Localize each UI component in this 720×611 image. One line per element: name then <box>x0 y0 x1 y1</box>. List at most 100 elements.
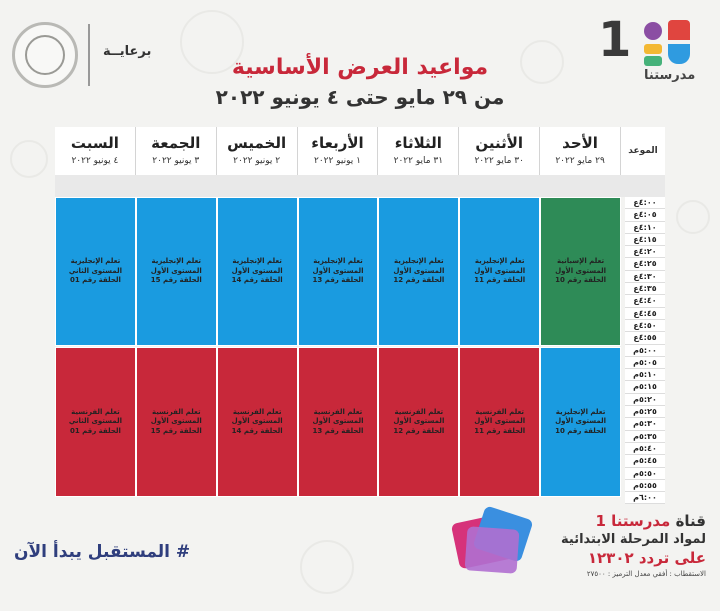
program-text-line: تعلم الإنجليزية <box>555 407 606 416</box>
brand-shape-purple <box>644 22 662 40</box>
day-date: ١ يونيو ٢٠٢٢ <box>314 156 361 166</box>
time-slot: ٤:١٠ع <box>625 221 665 234</box>
header-divider <box>88 24 90 86</box>
time-slot: ٤:٥٥ع <box>625 332 665 345</box>
day-header: الأثنين ٣٠ مايو ٢٠٢٢ <box>459 127 541 175</box>
folder-illustration-purple <box>464 526 520 574</box>
program-text-line: تعلم الإنجليزية <box>70 257 121 266</box>
day-date: ٢ يونيو ٢٠٢٢ <box>233 156 281 166</box>
program-text-line: الحلقة رقم 01 <box>69 426 121 435</box>
program-block: تعلم الإنجليزية المستوى الأول الحلقة رقم 1… <box>216 197 298 346</box>
program-block: تعلم الإنجليزية المستوى الأول الحلقة رقم 1… <box>297 197 379 346</box>
program-text-line: الحلقة رقم 01 <box>69 276 121 285</box>
day-name: الأحد <box>562 134 598 152</box>
program-text-line: تعلم الإنجليزية <box>394 257 444 266</box>
time-slot: ٥:١٥م <box>625 381 665 394</box>
page-title: مواعيد العرض الأساسية <box>231 55 489 80</box>
program-text-line: الحلقة رقم 11 <box>474 276 526 285</box>
program-text-line: الحلقة رقم 15 <box>150 426 202 435</box>
channel-prefix: قناة <box>675 512 706 530</box>
brand-number: 1 <box>598 12 632 68</box>
time-slot: ٤:٢٠ع <box>625 246 665 259</box>
header-spacer-row <box>55 175 665 197</box>
program-text-line: المستوى الثاني <box>68 266 123 275</box>
program-block: تعلم الإسبانية المستوى الأول الحلقة رقم 10 <box>540 197 621 346</box>
time-slot: ٥:٥٠م <box>625 467 665 480</box>
program-text-line: المستوى الأول <box>312 417 364 426</box>
program-block: تعلم الإنجليزية المستوى الأول الحلقة رقم 1… <box>378 197 460 346</box>
program-text-line: تعلم الإسبانية <box>557 257 605 266</box>
program-block: تعلم الإنجليزية المستوى الأول الحلقة رقم 1… <box>540 347 621 497</box>
brand-shape-blue <box>668 44 690 64</box>
time-column: ٤:٠٠ع ٤:٠٥ع ٤:١٠ع ٤:١٥ع ٤:٢٠ع ٤:٢٥ع ٤:٣٠ع ٤:٣٥ع… <box>625 197 665 505</box>
sponsor-label: برعايــة <box>103 44 152 59</box>
time-slot: ٤:٣٥ع <box>625 283 665 296</box>
program-block: تعلم الفرنسية المستوى الأول الحلقة رقم 11 <box>459 347 541 497</box>
day-date: ٣١ مايو ٢٠٢٢ <box>393 156 444 166</box>
program-text-line: تعلم الإنجليزية <box>313 257 363 266</box>
brand-shape-red <box>668 20 690 40</box>
channel-encoding-info: الاستقطاب : أفقي معدل الترميز : ٢٧٥٠٠ <box>586 570 706 578</box>
program-text-line: المستوى الأول <box>474 266 526 275</box>
day-header: الجمعة ٣ يونيو ٢٠٢٢ <box>135 127 217 175</box>
day-date: ٣ يونيو ٢٠٢٢ <box>152 156 200 166</box>
brand-shape-green <box>644 56 662 66</box>
day-date: ٤ يونيو ٢٠٢٢ <box>71 156 119 166</box>
time-slot: ٤:٥٠ع <box>625 319 665 333</box>
schedule-table: الموعد الأحد ٢٩ مايو ٢٠٢٢ الأثنين ٣٠ مايو ٢… <box>55 127 665 505</box>
program-block: تعلم الإنجليزية المستوى الأول الحلقة رقم 1… <box>135 197 217 346</box>
time-slot: ٥:٢٠م <box>625 393 665 407</box>
program-text-line: تعلم الفرنسية <box>232 407 282 416</box>
day-name: الأربعاء <box>311 134 364 152</box>
day-header: الأحد ٢٩ مايو ٢٠٢٢ <box>540 127 621 175</box>
channel-subject-line: لمواد المرحلة الابتدائية <box>561 532 706 547</box>
madrastna-brand-logo: 1 مدرستنا <box>596 12 706 88</box>
hashtag-slogan: # المستقبل يبدأ الآن <box>14 542 191 562</box>
day-date: ٣٠ مايو ٢٠٢٢ <box>474 156 524 166</box>
time-slot: ٥:٤٠م <box>625 442 665 456</box>
program-text-line: المستوى الأول <box>555 417 607 426</box>
time-slot: ٤:١٥ع <box>625 233 665 247</box>
day-name: الخميس <box>227 134 287 152</box>
program-text-line: الحلقة رقم 15 <box>150 276 202 285</box>
time-slot: ٤:٠٥ع <box>625 209 665 222</box>
program-text-line: تعلم الفرنسية <box>71 407 120 416</box>
channel-name: مدرستنا 1 <box>595 512 671 530</box>
background-doodle <box>300 540 354 594</box>
background-doodle <box>676 200 710 234</box>
program-text-line: الحلقة رقم 10 <box>555 426 607 435</box>
day-header: الخميس ٢ يونيو ٢٠٢٢ <box>216 127 298 175</box>
day-name: الأثنين <box>475 134 524 152</box>
background-doodle <box>180 10 244 74</box>
program-text-line: تعلم الإنجليزية <box>151 257 202 266</box>
program-text-line: تعلم الفرنسية <box>394 407 444 416</box>
brand-shape-yellow <box>644 44 662 54</box>
time-column-header: الموعد <box>621 127 665 175</box>
program-text-line: المستوى الأول <box>231 417 283 426</box>
day-name: الثلاثاء <box>394 134 442 152</box>
time-slot: ٥:٢٥م <box>625 406 665 419</box>
time-slot: ٦:٠٠م <box>625 492 665 505</box>
program-block: تعلم الفرنسية المستوى الأول الحلقة رقم 12 <box>378 347 460 497</box>
time-slot: ٤:٤٥ع <box>625 307 665 320</box>
program-text-line: تعلم الفرنسية <box>475 407 525 416</box>
program-text-line: الحلقة رقم 12 <box>393 426 445 435</box>
program-text-line: الحلقة رقم 10 <box>555 276 607 285</box>
day-header: الأربعاء ١ يونيو ٢٠٢٢ <box>297 127 379 175</box>
time-slot: ٤:٣٠ع <box>625 270 665 284</box>
program-text-line: تعلم الإنجليزية <box>232 257 282 266</box>
day-name: السبت <box>70 134 119 152</box>
day-header: السبت ٤ يونيو ٢٠٢٢ <box>55 127 136 175</box>
program-text-line: المستوى الأول <box>150 266 202 275</box>
program-text-line: المستوى الأول <box>555 266 607 275</box>
time-slot: ٥:٠٥م <box>625 356 665 370</box>
channel-info: قناة مدرستنا 1 لمواد المرحلة الابتدائية … <box>536 512 706 578</box>
brand-name: مدرستنا <box>644 68 696 83</box>
program-text-line: الحلقة رقم 11 <box>474 426 526 435</box>
program-text-line: المستوى الأول <box>312 266 364 275</box>
program-block: تعلم الإنجليزية المستوى الثاني الحلقة رقم … <box>55 197 136 346</box>
ministry-seal-logo <box>12 22 78 88</box>
background-doodle <box>520 40 564 84</box>
time-slot: ٤:٤٠ع <box>625 295 665 308</box>
program-text-line: الحلقة رقم 14 <box>231 426 283 435</box>
